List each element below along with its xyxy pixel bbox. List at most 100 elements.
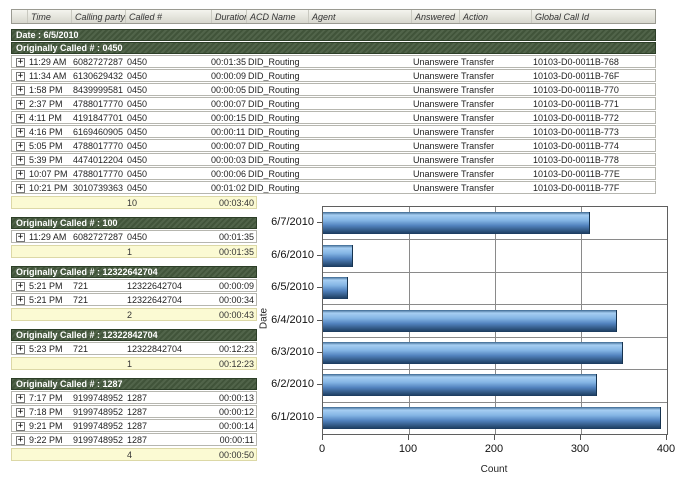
y-tick-mark (317, 287, 322, 288)
expand-button[interactable]: + (16, 421, 25, 431)
cell-time: 5:23 PM (29, 343, 63, 354)
gridline-horizontal (323, 272, 667, 273)
expand-button[interactable]: + (16, 71, 25, 81)
cell-duration: 00:00:34 (218, 294, 254, 305)
x-tick-label: 300 (570, 443, 590, 455)
cell-answered: Unanswered (413, 140, 459, 151)
cell-answered: Unanswered (413, 154, 459, 165)
expand-button[interactable]: + (16, 281, 25, 291)
summary-duration: 00:00:43 (218, 309, 254, 320)
expand-cell: + (12, 126, 27, 137)
cell-acd: DID_Routing (248, 112, 300, 123)
cell-called: 1287 (127, 434, 148, 445)
cell-called: 0450 (127, 56, 148, 67)
cell-called: 0450 (127, 70, 148, 81)
expand-button[interactable]: + (16, 155, 25, 165)
expand-button[interactable]: + (16, 141, 25, 151)
cell-global_id: 10103-D0-0011B-770 (533, 84, 619, 95)
expand-button[interactable]: + (16, 183, 25, 193)
cell-called: 0450 (127, 84, 148, 95)
cell-calling: 9199748952 (73, 420, 124, 431)
y-tick-label: 6/5/2010 (271, 281, 314, 293)
cell-duration: 00:00:07 (211, 140, 246, 151)
expand-button[interactable]: + (16, 169, 25, 179)
expand-cell: + (12, 420, 27, 431)
cell-action: Transfer (461, 182, 495, 193)
cell-calling: 9199748952 (73, 434, 124, 445)
cell-duration: 00:00:11 (211, 126, 246, 137)
cell-action: Transfer (461, 154, 495, 165)
expand-button[interactable]: + (16, 127, 25, 137)
table-row: +10:07 PM 4788017770 0450 00:00:06 DID_Routi… (11, 167, 656, 180)
summary-count: 4 (127, 449, 133, 460)
cell-acd: DID_Routing (248, 140, 300, 151)
cell-called: 0450 (127, 126, 148, 137)
expand-cell: + (12, 98, 27, 109)
cell-called: 0450 (127, 154, 148, 165)
expand-cell: + (12, 231, 27, 242)
y-tick-mark (317, 352, 322, 353)
y-tick-label: 6/7/2010 (271, 216, 314, 228)
cell-called: 12322642704 (127, 294, 183, 305)
group-summary-row: 1 00:12:23 (11, 357, 257, 370)
expand-button[interactable]: + (16, 99, 25, 109)
cell-time: 9:21 PM (29, 420, 63, 431)
group-band: Originally Called # : 12322842704 (11, 329, 257, 341)
calls-by-date-bar-chart: Date 6/7/2010 6/6/2010 6/5/2010 6/4/2010 6/3… (252, 196, 676, 485)
expand-button[interactable]: + (16, 344, 25, 354)
x-axis-title: Count (480, 464, 508, 475)
cell-answered: Unanswered (413, 126, 459, 137)
cell-called: 1287 (127, 406, 148, 417)
cell-duration: 00:00:12 (218, 406, 254, 417)
expand-button[interactable]: + (16, 295, 25, 305)
expand-button[interactable]: + (16, 85, 25, 95)
cell-calling: 3010739363 (73, 182, 124, 193)
cell-time: 7:17 PM (29, 392, 63, 403)
cell-called: 0450 (127, 112, 148, 123)
cell-time: 11:29 AM (29, 231, 67, 242)
cell-calling: 721 (73, 343, 89, 354)
expand-cell: + (12, 154, 27, 165)
expand-button[interactable]: + (16, 393, 25, 403)
cell-global_id: 10103-D0-0011B-768 (533, 56, 619, 67)
expand-button[interactable]: + (16, 113, 25, 123)
cell-global_id: 10103-D0-0011B-771 (533, 98, 619, 109)
cell-duration: 00:01:02 (211, 182, 246, 193)
expand-button[interactable]: + (16, 232, 25, 242)
cell-time: 10:07 PM (29, 168, 68, 179)
y-tick-mark (317, 255, 322, 256)
group-summary-row: 2 00:00:43 (11, 308, 257, 321)
table-row: +9:21 PM 9199748952 1287 00:00:14 (11, 419, 257, 432)
table-row: +2:37 PM 4788017770 0450 00:00:07 DID_Routin… (11, 97, 656, 110)
expand-button[interactable]: + (16, 407, 25, 417)
cell-global_id: 10103-D0-0011B-77F (533, 182, 620, 193)
summary-duration: 00:00:50 (218, 449, 254, 460)
cell-duration: 00:00:09 (211, 70, 246, 81)
cell-acd: DID_Routing (248, 154, 300, 165)
x-tick-label: 400 (656, 443, 676, 455)
cell-called: 12322842704 (127, 343, 183, 354)
table-row: +7:17 PM 9199748952 1287 00:00:13 (11, 391, 257, 404)
expand-button[interactable]: + (16, 435, 25, 445)
chart-bar (323, 277, 348, 299)
column-header-called-: Called # (125, 10, 211, 23)
table-row: +7:18 PM 9199748952 1287 00:00:12 (11, 405, 257, 418)
y-tick-label: 6/2/2010 (271, 378, 314, 390)
cell-acd: DID_Routing (248, 84, 300, 95)
y-tick-mark (317, 222, 322, 223)
cell-time: 4:11 PM (29, 112, 62, 123)
cell-acd: DID_Routing (248, 70, 300, 81)
group-band: Originally Called # : 1287 (11, 378, 257, 390)
expand-cell: + (12, 56, 27, 67)
cell-calling: 4788017770 (73, 140, 124, 151)
expand-button[interactable]: + (16, 57, 25, 67)
cell-answered: Unanswered (413, 84, 459, 95)
table-row: +5:23 PM 721 12322842704 00:12:23 (11, 342, 257, 355)
gridline-horizontal (323, 239, 667, 240)
expand-cell: + (12, 182, 27, 193)
cell-calling: 6130629432 (73, 70, 124, 81)
y-tick-mark (317, 417, 322, 418)
cell-called: 0450 (127, 231, 148, 242)
cell-answered: Unanswered (413, 56, 459, 67)
gridline-horizontal (323, 304, 667, 305)
